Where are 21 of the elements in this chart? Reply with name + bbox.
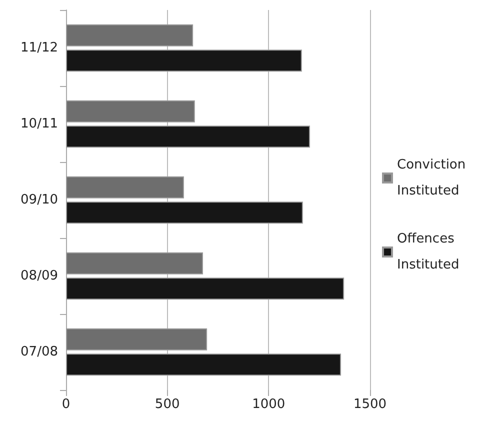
y-tick-label: 08/09: [20, 268, 58, 284]
bar: [66, 252, 204, 274]
bar: [66, 24, 194, 46]
bar: [66, 126, 310, 148]
y-tick-label: 09/10: [20, 192, 58, 208]
bar: [66, 100, 195, 122]
bar: [66, 354, 342, 376]
x-tick-label: 0: [62, 397, 70, 412]
x-tick-label: 500: [154, 397, 180, 412]
y-tick-label: 07/08: [20, 344, 58, 360]
x-tick-label: 1500: [353, 397, 387, 412]
bar: [66, 278, 344, 300]
legend-label: Conviction Instituted: [397, 158, 470, 198]
x-tick-label: 1000: [252, 397, 286, 412]
bar: [66, 50, 302, 72]
bar: [66, 202, 303, 224]
y-tick-label: 11/12: [20, 40, 58, 56]
legend-label: Offences Instituted: [397, 232, 460, 272]
y-tick-label: 10/11: [20, 116, 58, 132]
bar: [66, 328, 208, 350]
bar: [66, 176, 184, 198]
